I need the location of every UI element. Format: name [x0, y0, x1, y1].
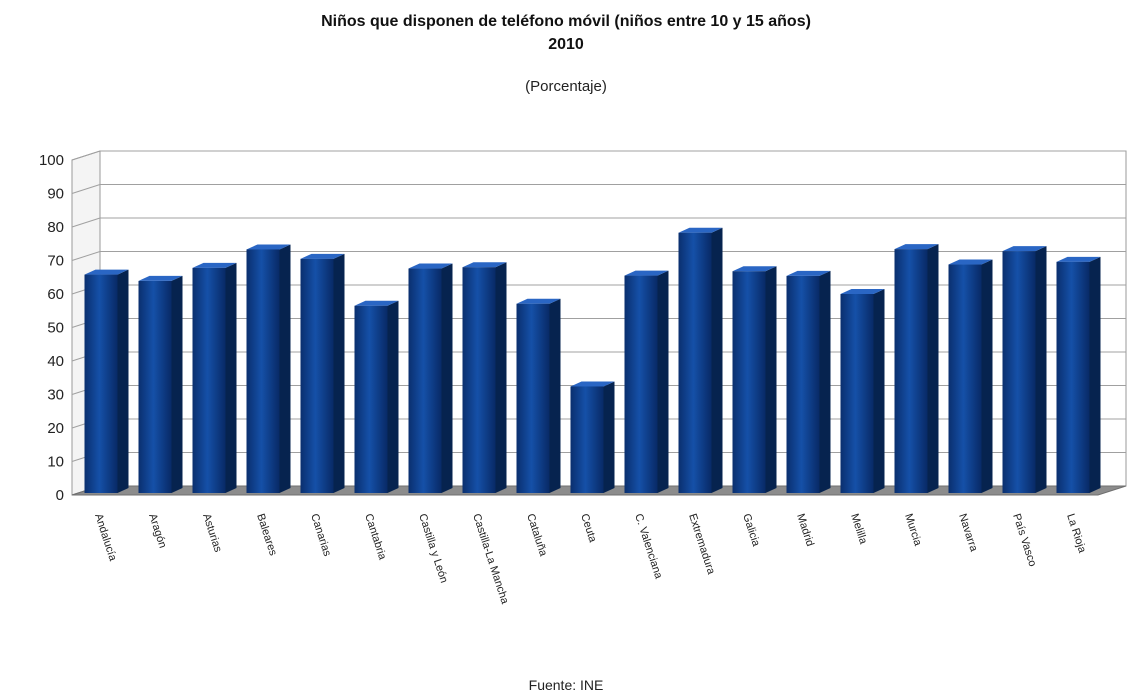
bar-top: [624, 270, 669, 276]
bar-side: [927, 244, 939, 493]
bar-side: [387, 300, 399, 493]
y-tick-label: 70: [47, 253, 64, 270]
bar: [408, 268, 442, 493]
bar-side: [171, 275, 183, 493]
bar: [192, 267, 226, 493]
bar: [354, 305, 388, 493]
bar-side: [117, 269, 129, 493]
bar: [570, 386, 604, 493]
bar: [678, 232, 712, 493]
bar: [1002, 251, 1036, 493]
y-tick-label: 0: [56, 487, 64, 504]
bar-side: [873, 289, 885, 493]
chart-title: Niños que disponen de teléfono móvil (ni…: [321, 13, 811, 30]
x-tick-label: Madrid: [794, 512, 816, 548]
x-tick-label: Baleares: [254, 512, 279, 557]
bar-side: [549, 298, 561, 493]
bar: [462, 267, 496, 493]
x-tick-label: Navarra: [956, 512, 980, 554]
gridline-depth: [71, 217, 101, 228]
chart-subtitle: (Porcentaje): [525, 78, 607, 95]
bar-top: [354, 300, 399, 306]
bar-side: [441, 263, 453, 493]
x-tick-label: Extremadura: [686, 512, 717, 576]
bar: [732, 271, 766, 493]
y-tick-label: 90: [47, 186, 64, 203]
bar-side: [603, 381, 615, 493]
x-tick-label: Canarias: [308, 512, 333, 558]
gridline-depth: [71, 184, 101, 194]
bar-top: [516, 298, 561, 304]
bar-top: [300, 253, 345, 259]
bar-top: [84, 269, 129, 275]
bar-side: [765, 266, 777, 493]
bar: [84, 274, 118, 493]
bar-top: [1002, 246, 1047, 252]
chart-title-year: 2010: [548, 36, 584, 53]
chart-source: Fuente: INE: [529, 677, 604, 693]
x-tick-label: Castilla y León: [416, 512, 450, 584]
x-tick-label: Castilla-La Mancha: [470, 512, 511, 606]
bar: [246, 249, 280, 493]
bar: [624, 275, 658, 493]
y-tick-label: 10: [47, 454, 64, 471]
bar: [894, 249, 928, 493]
x-tick-label: Murcia: [902, 512, 924, 548]
bar: [840, 294, 874, 493]
bar-top: [1056, 256, 1101, 262]
bar: [138, 280, 172, 493]
bar-side: [711, 227, 723, 493]
x-tick-label: C. Valenciana: [632, 512, 665, 581]
x-tick-label: Andalucía: [92, 512, 119, 563]
bar-top: [732, 266, 777, 272]
x-tick-label: País Vasco: [1010, 512, 1038, 568]
x-tick-label: Ceuta: [578, 512, 599, 544]
bar-side: [1089, 256, 1101, 493]
bar-top: [570, 381, 615, 387]
bar-top: [246, 244, 291, 250]
bar-top: [786, 270, 831, 276]
bar-side: [333, 253, 345, 493]
bar-side: [495, 262, 507, 493]
bar: [786, 275, 820, 493]
bar-top: [840, 289, 885, 294]
bar: [516, 303, 550, 493]
x-tick-label: Cataluña: [524, 512, 549, 558]
y-tick-label: 60: [47, 286, 64, 303]
gridline-depth: [71, 251, 101, 261]
bar-top: [678, 227, 723, 233]
bar-top: [948, 259, 993, 265]
bar-side: [279, 244, 291, 493]
bar-side: [657, 270, 669, 493]
plot-area: 0 10 20 30 40 50 60 70 80 90 100 Andalucía Aragón Ast…: [39, 150, 1127, 606]
bar: [300, 258, 334, 493]
y-tick-label: 30: [47, 387, 64, 404]
bar-top: [894, 244, 939, 250]
bar-top: [408, 263, 453, 269]
x-tick-label: Galicia: [740, 512, 762, 549]
bar-side: [1035, 246, 1047, 493]
y-tick-label: 100: [39, 152, 64, 169]
bar: [1056, 261, 1090, 493]
y-tick-label: 20: [47, 420, 64, 437]
bar-top: [462, 262, 507, 268]
x-tick-label: Aragón: [146, 512, 168, 549]
x-tick-label: Cantabria: [362, 512, 388, 562]
x-tick-label: Melilla: [848, 512, 869, 546]
bar-side: [225, 262, 237, 493]
bar-top: [192, 262, 237, 268]
x-tick-label: La Rioja: [1064, 512, 1088, 555]
bar-side: [819, 270, 831, 493]
gridline-depth: [71, 150, 101, 161]
y-tick-label: 40: [47, 353, 64, 370]
x-tick-label: Asturias: [200, 512, 224, 554]
bar-top: [138, 275, 183, 281]
y-tick-label: 50: [47, 320, 64, 337]
bar: [948, 264, 982, 493]
y-tick-label: 80: [47, 219, 64, 236]
bar-side: [981, 259, 993, 493]
